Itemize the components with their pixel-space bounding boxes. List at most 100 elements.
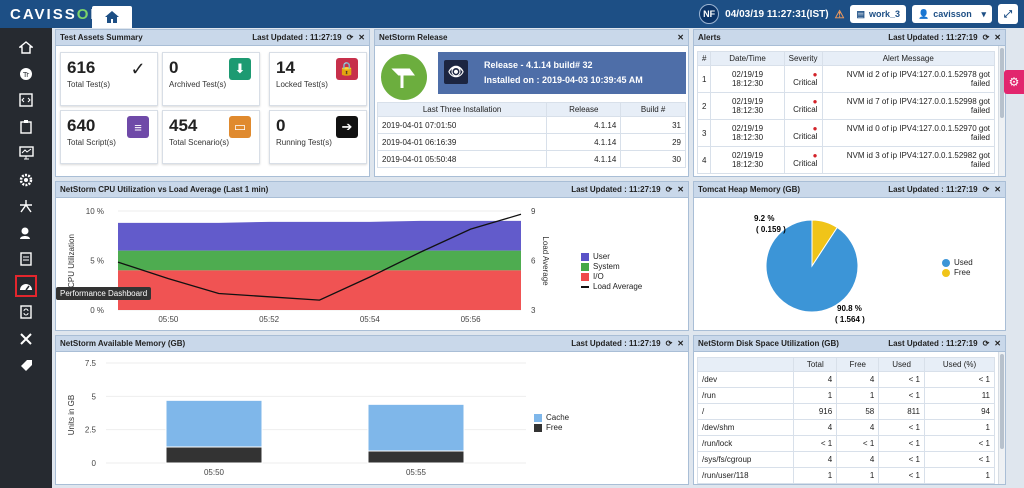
workspace-button[interactable]: ▤ work_3 xyxy=(850,5,906,23)
table-cell: < 1 xyxy=(924,451,995,468)
gear-icon xyxy=(19,173,33,186)
dashboard-icon xyxy=(20,283,32,291)
disk-row[interactable]: /run/lock < 1 < 1 < 1 < 1 xyxy=(696,435,995,452)
refresh-icon[interactable]: ⟳ xyxy=(982,339,990,348)
disk-row[interactable]: /dev 4 4 < 1 < 1 xyxy=(696,371,995,388)
panel-title: Test Assets Summary xyxy=(60,33,143,42)
table-cell: NVM id 3 of ip IPV4:127.0.0.1.52982 got … xyxy=(821,146,996,174)
asset-label: Running Test(s) xyxy=(276,138,332,147)
refresh-icon[interactable]: ⟳ xyxy=(665,185,673,194)
asset-count: 454 xyxy=(169,116,198,135)
asset-card[interactable]: 640 Total Script(s) ≡ xyxy=(60,110,158,164)
legend-item[interactable]: Used xyxy=(942,258,973,268)
sidebar-item-test[interactable]: Tr xyxy=(0,61,52,88)
asset-card[interactable]: 0 Running Test(s) ➔ xyxy=(269,110,367,164)
close-icon[interactable]: ✕ xyxy=(994,185,1001,194)
column-header: Total xyxy=(793,357,838,372)
table-cell: 4.1.14 xyxy=(546,150,622,168)
asset-card[interactable]: 616 Total Test(s) ✓ xyxy=(60,52,158,106)
table-cell: 4 xyxy=(793,371,838,388)
sidebar-item-settings[interactable] xyxy=(0,167,52,194)
workspace-icon: ▤ xyxy=(856,8,865,19)
panel-title: NetStorm Available Memory (GB) xyxy=(60,339,186,348)
sidebar-item-clipboard[interactable] xyxy=(0,114,52,141)
refresh-icon[interactable]: ⟳ xyxy=(982,33,990,42)
sidebar: Tr xyxy=(0,28,52,488)
bar-cache xyxy=(367,403,465,452)
asset-card[interactable]: 454 Total Scenario(s) ▭ xyxy=(162,110,260,164)
sidebar-item-network[interactable] xyxy=(0,193,52,220)
alerts-table: # Date/Time Severity Alert Message 1 02/19/19… xyxy=(696,51,996,174)
refresh-icon[interactable]: ⟳ xyxy=(346,33,354,42)
asset-label: Total Scenario(s) xyxy=(169,138,230,147)
sidebar-item-tags[interactable] xyxy=(0,352,52,379)
load-average-line xyxy=(117,213,522,301)
table-cell: ● Critical xyxy=(783,146,823,174)
sidebar-item-scripts[interactable] xyxy=(0,87,52,114)
home-icon xyxy=(19,40,33,54)
legend-swatch xyxy=(534,424,542,432)
refresh-icon[interactable]: ⟳ xyxy=(982,185,990,194)
user-menu-button[interactable]: 👤 cavisson ▾ xyxy=(912,5,992,23)
legend-item[interactable]: Free xyxy=(942,268,973,278)
disk-row[interactable]: /sys/fs/cgroup 4 4 < 1 < 1 xyxy=(696,451,995,468)
y2-tick-label: 9 xyxy=(531,207,536,216)
asset-card[interactable]: 14 Locked Test(s) 🔒 xyxy=(269,52,367,106)
release-row[interactable]: 2019-04-01 05:50:48 4.1.14 30 xyxy=(376,150,686,168)
table-cell: NVM id 0 of ip IPV4:127.0.0.1.52970 got … xyxy=(821,119,996,147)
home-icon xyxy=(105,11,119,23)
sidebar-item-monitor[interactable] xyxy=(0,140,52,167)
legend-item[interactable]: Cache xyxy=(534,413,569,423)
settings-gear-button[interactable]: ⚙ xyxy=(1004,70,1024,94)
table-cell: ● Critical xyxy=(783,92,823,120)
legend-item[interactable]: User xyxy=(581,252,642,262)
home-tab[interactable] xyxy=(92,6,132,28)
x-tick-label: 05:52 xyxy=(259,315,280,324)
refresh-icon[interactable]: ⟳ xyxy=(665,339,673,348)
close-icon[interactable]: ✕ xyxy=(677,33,684,42)
legend-label: Free xyxy=(954,268,971,277)
release-row[interactable]: 2019-04-01 07:01:50 4.1.14 31 xyxy=(376,116,686,134)
close-icon[interactable]: ✕ xyxy=(994,339,1001,348)
alerts-scrollbar[interactable] xyxy=(998,46,1005,176)
sidebar-item-sync[interactable] xyxy=(0,299,52,326)
test-assets-panel: Test Assets Summary Last Updated : 11:27:… xyxy=(55,29,370,177)
table-cell: 29 xyxy=(620,133,686,151)
legend-item[interactable]: Free xyxy=(534,423,569,433)
disk-scrollbar[interactable] xyxy=(998,352,1005,484)
legend-label: Used xyxy=(954,258,973,267)
sidebar-item-tools[interactable] xyxy=(0,326,52,353)
legend-item[interactable]: I/O xyxy=(581,272,642,282)
disk-row[interactable]: /run 1 1 < 1 11 xyxy=(696,387,995,404)
panel-title: NetStorm CPU Utilization vs Load Average… xyxy=(60,185,269,194)
legend-item[interactable]: System xyxy=(581,262,642,272)
sidebar-item-user-search[interactable] xyxy=(0,220,52,247)
close-icon[interactable]: ✕ xyxy=(677,339,684,348)
y-tick-label: 0 % xyxy=(90,306,104,315)
close-icon[interactable]: ✕ xyxy=(358,33,365,42)
script-icon: ≡ xyxy=(127,116,149,138)
close-icon[interactable]: ✕ xyxy=(994,33,1001,42)
asset-card[interactable]: 0 Archived Test(s) ⬇ xyxy=(162,52,260,106)
alert-row[interactable]: 1 02/19/19 18:12:30 ● Critical NVM id 2 of i… xyxy=(696,65,996,93)
fullscreen-button[interactable]: ⤢ xyxy=(998,4,1018,24)
close-icon[interactable]: ✕ xyxy=(677,185,684,194)
legend-item[interactable]: Load Average xyxy=(581,282,642,292)
user-avatar[interactable]: NF xyxy=(699,4,720,24)
sidebar-item-performance-dashboard[interactable] xyxy=(0,273,52,300)
table-cell: 1 xyxy=(924,467,995,484)
column-header: Used xyxy=(878,357,925,372)
alert-row[interactable]: 3 02/19/19 18:12:30 ● Critical NVM id 0 of i… xyxy=(696,119,996,147)
sidebar-item-reports[interactable] xyxy=(0,246,52,273)
pie-label: ( 1.564 ) xyxy=(835,315,865,324)
disk-row[interactable]: /916 58 811 94 xyxy=(696,403,995,420)
sidebar-item-home[interactable] xyxy=(0,34,52,61)
alert-bell-icon[interactable]: ⚠ xyxy=(834,8,845,21)
alert-row[interactable]: 4 02/19/19 18:12:30 ● Critical NVM id 3 of i… xyxy=(696,146,996,174)
alert-row[interactable]: 2 02/19/19 18:12:30 ● Critical NVM id 7 of i… xyxy=(696,92,996,120)
release-row[interactable]: 2019-04-01 06:16:39 4.1.14 29 xyxy=(376,133,686,151)
area-user xyxy=(118,220,521,251)
table-cell: /run/lock xyxy=(696,435,795,452)
